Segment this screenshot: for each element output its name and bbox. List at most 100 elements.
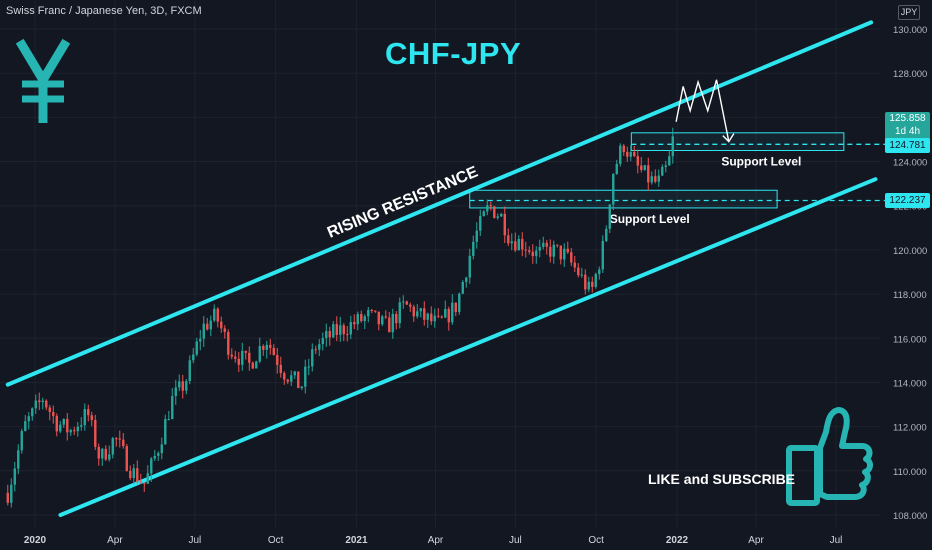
candle-body bbox=[55, 415, 58, 432]
candle-body bbox=[402, 301, 405, 303]
candle-body bbox=[111, 438, 114, 455]
candle-body bbox=[69, 430, 72, 433]
candle-body bbox=[556, 244, 559, 246]
candle-body bbox=[657, 175, 660, 182]
candle-body bbox=[94, 420, 97, 447]
x-tick-label: 2020 bbox=[24, 535, 47, 546]
candle-body bbox=[489, 205, 492, 207]
y-tick-label: 110.000 bbox=[893, 467, 927, 478]
candle-body bbox=[276, 355, 279, 365]
candle-body bbox=[377, 311, 380, 325]
resistance-line bbox=[5, 20, 874, 387]
candle-body bbox=[10, 484, 13, 503]
candle-body bbox=[566, 248, 569, 253]
candle-body bbox=[545, 242, 548, 247]
candle-body bbox=[671, 136, 674, 157]
candle-body bbox=[185, 381, 188, 391]
candle-body bbox=[17, 450, 20, 469]
candle-body bbox=[335, 324, 338, 335]
symbol-title[interactable]: Swiss Franc / Japanese Yen, 3D, FXCM bbox=[6, 5, 202, 17]
candle-body bbox=[412, 306, 415, 317]
candle-body bbox=[640, 165, 643, 170]
candle-body bbox=[465, 277, 468, 283]
candle-body bbox=[104, 448, 107, 460]
support-zone bbox=[630, 132, 845, 151]
candle-body bbox=[447, 308, 450, 323]
candle-body bbox=[153, 455, 156, 459]
time-axis[interactable]: 2020 Apr Jul Oct 2021 Apr Jul Oct 2022 Apr Jul bbox=[24, 535, 842, 546]
y-tick-label: 128.000 bbox=[893, 69, 927, 80]
candle-body bbox=[661, 166, 664, 176]
candle-body bbox=[234, 356, 237, 359]
candle-body bbox=[118, 438, 121, 440]
candle-body bbox=[510, 241, 513, 244]
candle-body bbox=[132, 468, 135, 479]
x-tick-label: 2021 bbox=[345, 535, 368, 546]
x-tick-label: Oct bbox=[588, 535, 604, 546]
candle-body bbox=[24, 421, 27, 431]
candle-body bbox=[437, 315, 440, 317]
candle-body bbox=[381, 316, 384, 325]
candle-body bbox=[220, 321, 223, 329]
candle-body bbox=[559, 245, 562, 260]
candle-body bbox=[598, 269, 601, 274]
like-subscribe-text: LIKE and SUBSCRIBE bbox=[648, 471, 796, 487]
projection-arrowhead bbox=[722, 133, 735, 143]
candle-body bbox=[80, 425, 83, 427]
candle-body bbox=[188, 360, 191, 382]
candle-body bbox=[27, 416, 30, 422]
candle-body bbox=[384, 316, 387, 318]
candle-body bbox=[279, 364, 282, 374]
candle-body bbox=[468, 255, 471, 278]
candle-body bbox=[472, 241, 475, 256]
candle-body bbox=[650, 176, 653, 183]
candle-body bbox=[52, 411, 55, 416]
candle-body bbox=[325, 331, 328, 339]
candle-body bbox=[601, 240, 604, 270]
level-1-badge: 124.781 bbox=[885, 138, 930, 153]
candle-body bbox=[503, 213, 506, 236]
candle-body bbox=[517, 238, 520, 251]
candle-body bbox=[433, 315, 436, 322]
y-tick-label: 130.000 bbox=[893, 25, 927, 36]
candle-body bbox=[216, 308, 219, 322]
candle-body bbox=[591, 281, 594, 287]
candle-body bbox=[552, 244, 555, 257]
candle-body bbox=[538, 246, 541, 251]
candle-body bbox=[370, 309, 373, 311]
candle-body bbox=[531, 251, 534, 257]
candle-body bbox=[157, 453, 160, 456]
y-tick-label: 112.000 bbox=[893, 423, 927, 434]
candle-body bbox=[346, 334, 349, 336]
candle-body bbox=[461, 282, 464, 294]
candle-body bbox=[164, 419, 167, 445]
candle-body bbox=[647, 165, 650, 183]
candle-body bbox=[629, 152, 632, 157]
candle-body bbox=[265, 344, 268, 350]
currency-badge[interactable]: JPY bbox=[898, 5, 920, 20]
candle-body bbox=[353, 322, 356, 325]
candle-body bbox=[101, 448, 104, 459]
candle-body bbox=[363, 316, 366, 322]
candle-body bbox=[612, 173, 615, 205]
candle-body bbox=[150, 458, 153, 474]
candle-body bbox=[636, 156, 639, 166]
candle-body bbox=[269, 344, 272, 348]
candle-body bbox=[507, 235, 510, 244]
projection-line bbox=[675, 79, 730, 142]
candle-body bbox=[108, 454, 111, 460]
candle-body bbox=[395, 313, 398, 324]
candle-body bbox=[48, 407, 51, 412]
candle-body bbox=[549, 246, 552, 257]
candle-body bbox=[160, 444, 163, 454]
candle-body bbox=[440, 316, 443, 318]
candle-body bbox=[171, 396, 174, 420]
candle-body bbox=[6, 492, 9, 503]
candle-body bbox=[286, 379, 289, 382]
y-tick-label: 114.000 bbox=[893, 378, 927, 389]
price-axis[interactable]: 108.000 110.000 112.000 114.000 116.000 118.0… bbox=[893, 25, 927, 522]
candle-body bbox=[230, 354, 233, 357]
candle-body bbox=[605, 228, 608, 241]
trend-channel: RISING RESISTANCE bbox=[5, 20, 878, 517]
